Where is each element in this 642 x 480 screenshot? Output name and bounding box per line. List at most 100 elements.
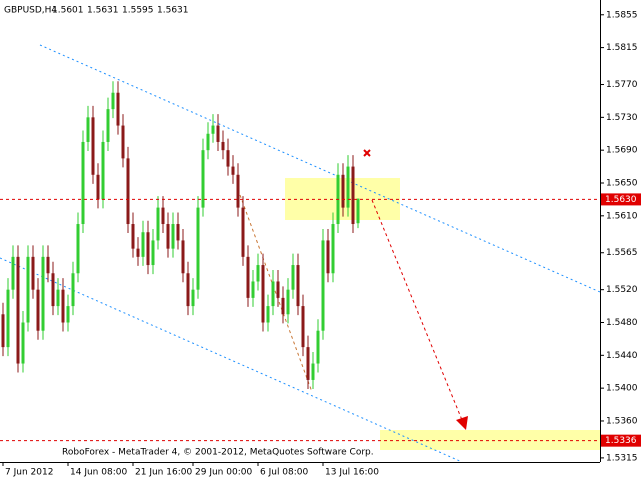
candle-body (31, 256, 35, 290)
y-tick-label: 1.5360 (606, 416, 638, 426)
candle-body (216, 125, 220, 142)
x-tick-label: 29 Jun 00:00 (195, 468, 252, 478)
candle-body (106, 109, 110, 142)
candle-body (291, 265, 295, 290)
candle-body (116, 92, 120, 126)
candle-body (281, 297, 285, 315)
candle-body (166, 224, 170, 249)
candle-body (91, 117, 95, 175)
price-label: 1.5630 (605, 195, 637, 205)
arrow-head (456, 416, 468, 430)
candle-body (156, 207, 160, 241)
candle-body (61, 289, 65, 323)
candle-body (266, 306, 270, 323)
target-zone (380, 430, 600, 450)
y-tick-label: 1.5650 (606, 178, 638, 188)
candle-body (81, 141, 85, 225)
candle-body (151, 240, 155, 266)
candle-body (6, 289, 10, 348)
cross-mark (363, 149, 371, 157)
candle-body (96, 174, 100, 200)
candle-body (141, 232, 145, 257)
candle-body (326, 240, 330, 274)
y-tick-label: 1.5400 (606, 384, 638, 394)
price-label-box (601, 193, 641, 206)
candle-body (196, 207, 200, 290)
candle-body (41, 256, 45, 331)
candle-body (221, 141, 225, 151)
candle-body (71, 273, 75, 307)
x-tick-label: 7 Jun 2012 (5, 468, 53, 478)
ohlc-close: 1.5631 (157, 6, 189, 16)
forecast-arrow (371, 199, 463, 421)
candle-body (311, 363, 315, 380)
x-tick-label: 14 Jun 08:00 (70, 468, 127, 478)
candle-body (56, 289, 60, 307)
candle-body (101, 141, 105, 200)
candle-body (131, 224, 135, 249)
candle-body (46, 256, 50, 274)
y-tick-label: 1.5690 (606, 146, 638, 156)
candle-body (51, 273, 55, 307)
candle-body (111, 92, 115, 110)
candle-body (226, 150, 230, 167)
candle-body (331, 224, 335, 274)
x-tick-label: 6 Jul 08:00 (260, 468, 309, 478)
candle-body (11, 256, 15, 290)
plot-area (1, 81, 360, 389)
y-tick-label: 1.5315 (606, 453, 638, 463)
candle-body (121, 125, 125, 159)
candle-body (66, 306, 70, 323)
candle-body (16, 256, 20, 364)
candle-body (286, 289, 290, 315)
y-tick-label: 1.5770 (606, 80, 638, 90)
candle-body (246, 256, 250, 298)
candle-body (256, 265, 260, 282)
candle-body (341, 174, 345, 208)
candle-body (351, 166, 355, 225)
candle-body (161, 207, 165, 225)
y-tick-label: 1.5855 (606, 10, 638, 20)
y-tick-label: 1.5815 (606, 43, 638, 53)
candle-body (301, 306, 305, 348)
candle-body (356, 198, 360, 224)
ohlc-high: 1.5631 (87, 6, 119, 16)
candle-body (146, 232, 150, 266)
candle-body (136, 248, 140, 257)
y-tick-label: 1.5440 (606, 351, 638, 361)
candle-body (261, 265, 265, 323)
wave-line (239, 194, 313, 393)
channel-line (39, 44, 601, 293)
candle-body (306, 347, 310, 380)
candle-body (36, 289, 40, 331)
y-tick-label: 1.5520 (606, 285, 638, 295)
candle-body (21, 322, 25, 364)
candle-body (26, 256, 30, 323)
candle-body (126, 158, 130, 225)
candle-body (346, 166, 350, 208)
y-tick-label: 1.5565 (606, 248, 638, 258)
candle-body (296, 265, 300, 307)
ohlc-open: 1.5601 (52, 6, 84, 16)
ohlc-low: 1.5595 (122, 6, 154, 16)
channel-line (0, 257, 463, 463)
price-label-box (601, 434, 641, 447)
y-tick-label: 1.5480 (606, 318, 638, 328)
candle-body (321, 240, 325, 331)
annotation-bg (60, 445, 365, 459)
candle-body (241, 207, 245, 257)
candle-body (201, 150, 205, 208)
candle-body (271, 281, 275, 307)
candle-body (211, 125, 215, 134)
x-tick-label: 13 Jul 16:00 (325, 468, 379, 478)
candle-body (316, 330, 320, 364)
candle-body (236, 174, 240, 208)
candle-body (191, 289, 195, 307)
annotation: RoboForex - MetaTrader 4, © 2001-2012, M… (62, 448, 374, 458)
candle-body (181, 240, 185, 274)
y-tick-label: 1.5610 (606, 211, 638, 221)
y-tick-label: 1.5730 (606, 113, 638, 123)
candle-body (76, 224, 80, 274)
